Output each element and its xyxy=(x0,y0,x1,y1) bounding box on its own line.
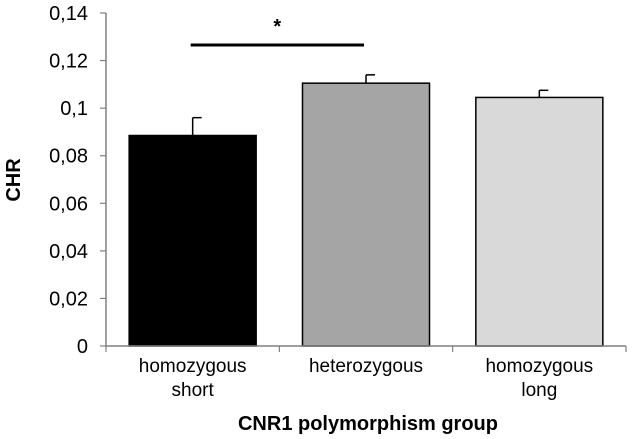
x-axis-category-labels: homozygous short heterozygous homozygous lon… xyxy=(139,356,593,401)
significance-star: * xyxy=(273,16,281,38)
axes xyxy=(105,13,627,352)
x-tick-label: homozygous xyxy=(485,356,593,377)
y-tick-label: 0,02 xyxy=(49,288,88,310)
x-tick-label: long xyxy=(521,380,557,401)
y-tick-label: 0,14 xyxy=(49,3,88,25)
y-axis-title: CHR xyxy=(3,158,25,202)
x-tick-label: heterozygous xyxy=(309,356,423,377)
error-bar xyxy=(365,74,375,84)
bar xyxy=(301,82,431,347)
error-bar xyxy=(191,116,202,136)
y-tick-label: 0,04 xyxy=(49,241,88,263)
significance-annotation: * xyxy=(190,16,364,47)
y-tick-label: 0,1 xyxy=(60,98,88,120)
y-axis-ticks: 0 0,02 0,04 0,06 0,08 0,1 0,12 0,14 xyxy=(49,3,106,358)
y-tick-label: 0,08 xyxy=(49,146,88,168)
x-tick-label: homozygous xyxy=(139,356,247,377)
bars xyxy=(128,82,604,347)
error-bars xyxy=(191,74,549,136)
bar xyxy=(128,134,257,347)
error-bar xyxy=(538,89,549,98)
x-axis-title: CNR1 polymorphism group xyxy=(238,413,498,435)
y-tick-label: 0 xyxy=(77,336,88,358)
x-tick-label: short xyxy=(172,380,215,401)
y-tick-label: 0,06 xyxy=(49,193,88,215)
bar xyxy=(475,96,604,347)
y-tick-label: 0,12 xyxy=(49,51,88,73)
